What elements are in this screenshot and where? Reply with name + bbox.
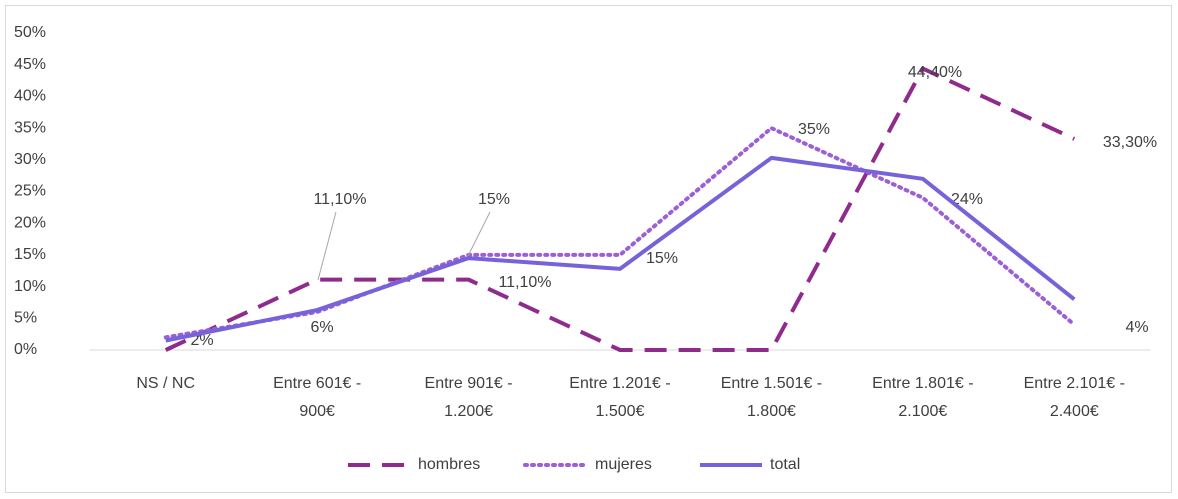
data-label: 33,30% xyxy=(1103,134,1157,151)
y-tick-label: 0% xyxy=(14,341,37,358)
leader-line xyxy=(317,211,337,281)
data-label: 11,10% xyxy=(498,274,551,291)
y-tick-label: 40% xyxy=(14,88,46,105)
data-label: 24% xyxy=(951,191,983,208)
data-label: 15% xyxy=(646,250,678,267)
legend-label: mujeres xyxy=(595,456,652,473)
data-label: 35% xyxy=(798,121,830,138)
y-tick-label: 20% xyxy=(14,214,46,231)
y-tick-label: 10% xyxy=(14,278,46,295)
x-tick-label: NS / NC xyxy=(136,375,196,392)
y-tick-label: 35% xyxy=(14,119,46,136)
y-tick-label: 15% xyxy=(14,246,46,263)
y-tick-label: 30% xyxy=(14,151,46,168)
x-tick-label: Entre 901€ - 1.200€ xyxy=(424,375,513,420)
data-label: 4% xyxy=(1125,319,1148,336)
leader-line xyxy=(466,211,491,259)
series-line xyxy=(164,66,1076,352)
data-label: 6% xyxy=(310,319,333,336)
legend-label: hombres xyxy=(418,456,480,473)
data-label: 11,10% xyxy=(313,191,366,208)
legend-label: total xyxy=(770,456,800,473)
data-label: 2% xyxy=(190,332,213,349)
chart-border xyxy=(5,5,1172,493)
y-tick-label: 25% xyxy=(14,183,46,200)
data-label: 15% xyxy=(478,191,510,208)
x-tick-label: Entre 2.101€ - 2.400€ xyxy=(1023,375,1125,420)
x-tick-label: Entre 1.801€ - 2.100€ xyxy=(872,375,974,420)
y-tick-label: 5% xyxy=(14,310,37,327)
x-tick-label: Entre 1.501€ - 1.800€ xyxy=(720,375,823,420)
y-tick-label: 45% xyxy=(14,56,46,73)
data-label: 44,40% xyxy=(908,64,962,81)
series-line xyxy=(165,155,1076,343)
x-tick-label: Entre 1.201€ - 1.500€ xyxy=(569,375,671,420)
y-tick-label: 50% xyxy=(14,24,46,41)
x-tick-label: Entre 601€ - 900€ xyxy=(273,375,362,420)
